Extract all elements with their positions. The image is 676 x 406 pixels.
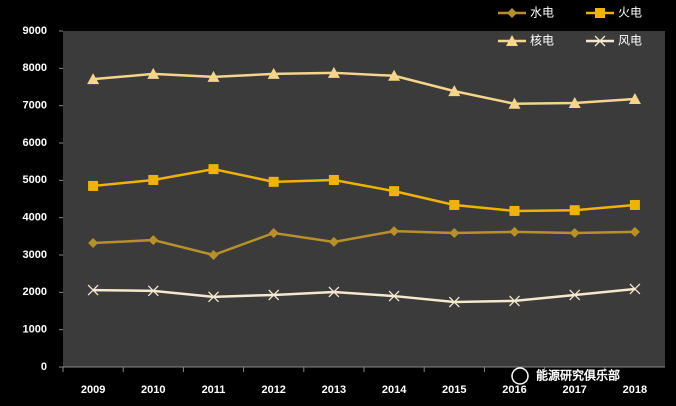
data-point [508,97,521,109]
x-tick-label: 2011 [202,384,226,396]
data-point [509,295,520,307]
data-point [267,67,280,79]
data-point [448,85,461,97]
legend-marker [507,8,517,18]
data-point [147,67,160,79]
data-point [328,236,339,247]
legend-label: 火电 [618,6,642,20]
data-point [268,227,279,238]
watermark: 能源研究俱乐部 [536,368,620,383]
legend-label: 水电 [530,6,554,20]
data-point [629,226,640,237]
data-point [628,92,641,104]
watermark-icon [511,367,529,385]
data-point [208,164,219,175]
series-line [92,167,636,213]
x-tick-label: 2016 [502,384,526,396]
data-point [569,205,580,216]
legend-marker [595,8,605,18]
y-tick-label: 9000 [23,25,47,37]
data-point [449,227,460,238]
data-point [569,227,580,238]
x-tick-label: 2018 [623,384,647,396]
data-point [629,199,640,210]
data-point [88,238,99,249]
data-point [87,73,100,85]
series-line [93,287,636,304]
data-point [389,186,400,197]
data-point [148,174,159,185]
x-tick-label: 2014 [382,384,407,396]
legend-label: 风电 [618,34,642,48]
data-point [448,296,460,308]
data-point [388,69,401,81]
data-point [208,291,219,303]
data-point [509,205,520,216]
x-tick-label: 2017 [562,384,586,396]
data-point [88,180,99,191]
x-tick-label: 2013 [322,384,346,396]
data-point [328,174,339,185]
data-point [509,226,520,237]
data-point [268,289,280,301]
data-point [87,284,99,296]
y-tick-label: 0 [41,361,47,373]
legend-marker [506,35,518,46]
data-point [327,66,340,78]
y-tick-label: 3000 [23,249,47,261]
data-point [207,70,220,82]
x-tick-label: 2010 [141,384,165,396]
x-tick-label: 2015 [442,384,466,396]
data-point [328,286,340,298]
data-point [568,97,581,109]
legend-label: 核电 [530,34,554,48]
data-point [569,289,581,301]
x-tick-label: 2009 [81,384,105,396]
data-point [629,283,641,295]
data-point [388,290,400,302]
y-tick-label: 4000 [23,212,47,224]
data-point [449,199,460,210]
series-line [92,71,635,106]
y-tick-label: 2000 [23,286,47,298]
plot-area [63,31,665,367]
x-tick-label: 2012 [261,384,285,396]
data-point [208,250,219,260]
y-tick-label: 1000 [23,324,47,336]
data-point [389,226,400,237]
series-line [93,229,635,257]
data-point [148,235,159,246]
y-tick-label: 5000 [23,174,47,186]
y-tick-label: 7000 [23,100,47,112]
legend-marker [594,35,606,47]
data-point [268,176,279,187]
data-point [147,285,159,297]
y-tick-label: 6000 [23,137,47,149]
y-tick-label: 8000 [23,62,47,74]
